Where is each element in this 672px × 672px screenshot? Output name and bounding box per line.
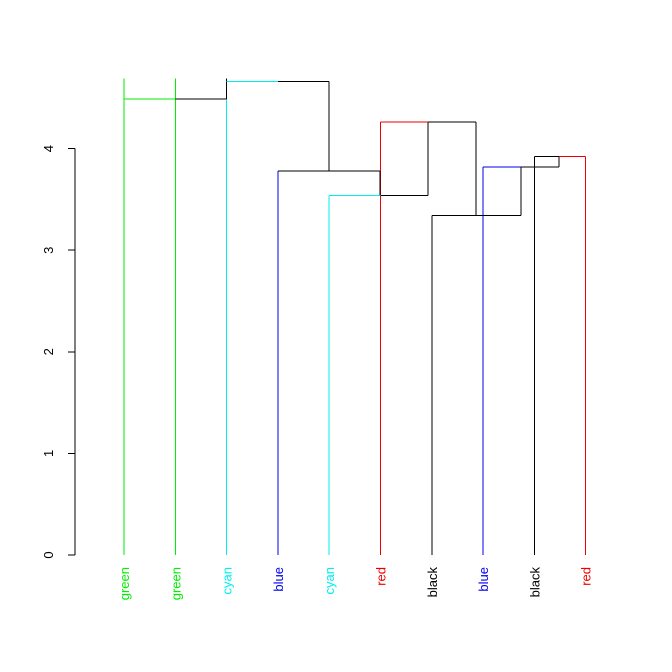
y-tick-label: 0 bbox=[41, 551, 56, 558]
y-tick-label: 1 bbox=[41, 450, 56, 457]
leaf-label-blue: blue bbox=[271, 567, 286, 592]
dendrogram-branches bbox=[123, 78, 587, 555]
leaf-label-red: red bbox=[374, 567, 389, 586]
leaf-labels: green green cyan blue cyan red black blue black r… bbox=[117, 567, 594, 601]
leaf-label-green: green bbox=[168, 567, 183, 600]
leaf-label-black: black bbox=[527, 567, 542, 598]
leaf-label-blue: blue bbox=[476, 567, 491, 592]
y-axis: 0 1 2 3 4 bbox=[41, 145, 76, 559]
leaf-label-black: black bbox=[425, 567, 440, 598]
leaf-label-green: green bbox=[117, 567, 132, 600]
leaf-label-red: red bbox=[579, 567, 594, 586]
y-tick-label: 3 bbox=[41, 247, 56, 254]
leaf-label-cyan: cyan bbox=[322, 567, 337, 594]
leaf-label-cyan: cyan bbox=[220, 567, 235, 594]
y-tick-label: 4 bbox=[41, 145, 56, 152]
y-tick-label: 2 bbox=[41, 348, 56, 355]
